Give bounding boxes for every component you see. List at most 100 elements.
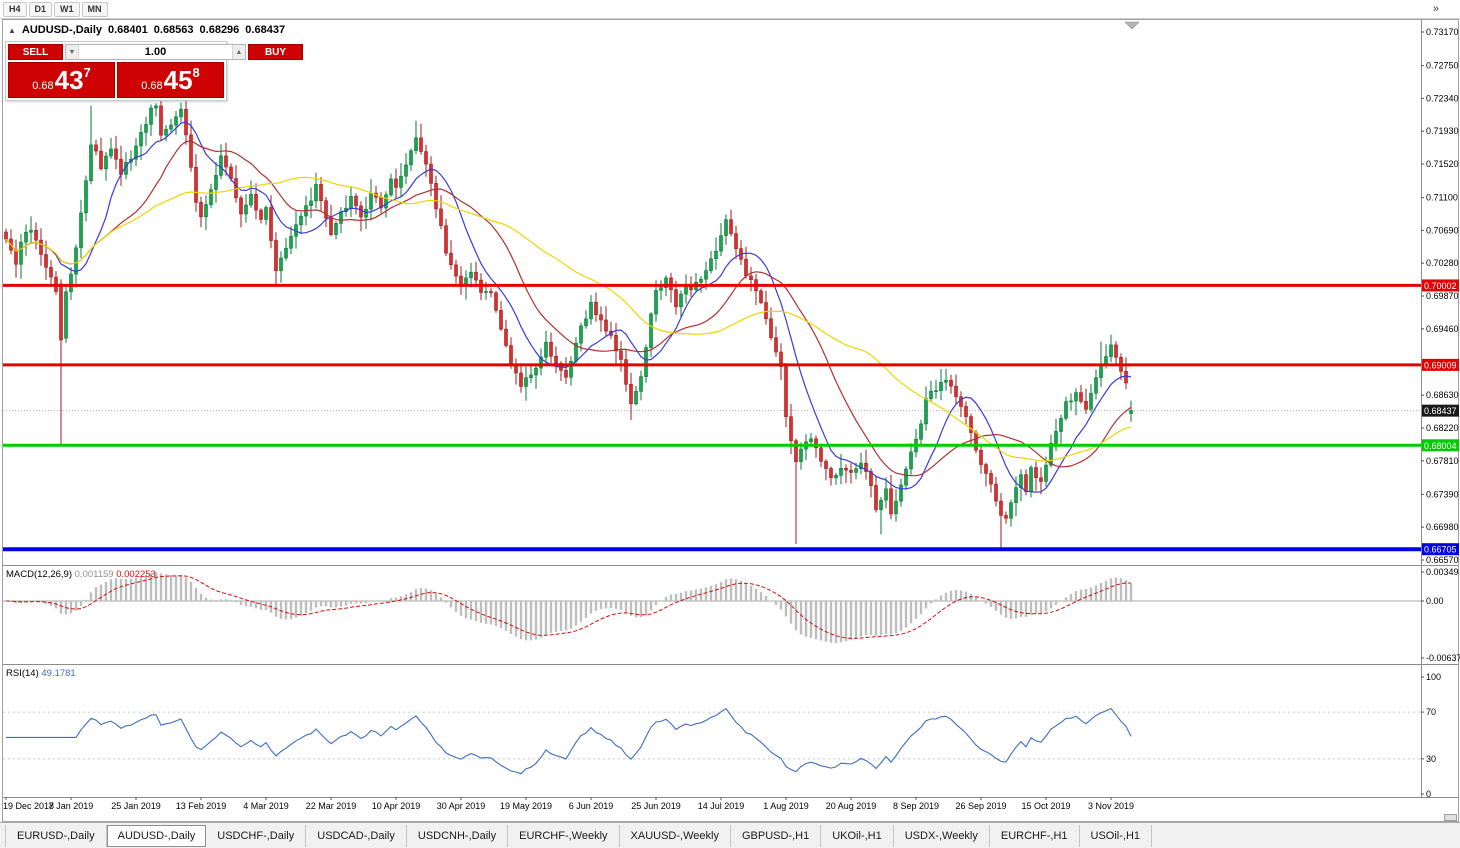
buy-price-sup: 8 bbox=[192, 65, 200, 80]
svg-text:0.70280: 0.70280 bbox=[1426, 258, 1459, 268]
volume-increase-icon[interactable]: ▲ bbox=[232, 45, 245, 59]
sell-price-prefix: 0.68 bbox=[32, 80, 54, 92]
svg-text:0.70690: 0.70690 bbox=[1426, 225, 1459, 235]
volume-stepper: ▼ ▲ bbox=[65, 44, 246, 60]
svg-text:0.72340: 0.72340 bbox=[1426, 93, 1459, 103]
tab-xauusd-weekly[interactable]: XAUUSD-,Weekly bbox=[619, 824, 731, 847]
one-click-trading-panel: SELL ▼ ▲ BUY 0.68 43 7 0.68 45 8 bbox=[5, 41, 303, 101]
svg-text:0.72750: 0.72750 bbox=[1426, 61, 1459, 71]
candlestick-panel bbox=[3, 21, 1421, 552]
svg-text:0.67390: 0.67390 bbox=[1426, 489, 1459, 499]
price-chart-canvas[interactable]: MACD(12,26,9) 0.001159 0.002253 RSI(14) 4… bbox=[0, 19, 1460, 822]
rsi-label: RSI(14) 49.1781 bbox=[6, 668, 76, 679]
svg-text:0.68220: 0.68220 bbox=[1426, 423, 1459, 433]
svg-text:0.68630: 0.68630 bbox=[1426, 390, 1459, 400]
volume-input[interactable] bbox=[79, 45, 232, 59]
sell-price-display[interactable]: 0.68 43 7 bbox=[8, 62, 115, 98]
chart-title: ▲ AUDUSD-,Daily 0.68401 0.68563 0.68296 … bbox=[8, 24, 285, 36]
svg-text:0.71930: 0.71930 bbox=[1426, 126, 1459, 136]
macd-panel: MACD(12,26,9) 0.001159 0.002253 bbox=[3, 569, 1421, 644]
trade-controls-row: SELL ▼ ▲ BUY bbox=[8, 44, 303, 60]
svg-text:0.66570: 0.66570 bbox=[1426, 555, 1459, 565]
ohlc-high: 0.68563 bbox=[153, 24, 194, 36]
moving-average-45 bbox=[5, 176, 1132, 462]
svg-text:3 Nov 2019: 3 Nov 2019 bbox=[1088, 801, 1134, 811]
tab-usdchf-daily[interactable]: USDCHF-,Daily bbox=[206, 824, 307, 847]
buy-button[interactable]: BUY bbox=[248, 44, 303, 60]
tab-audusd-daily[interactable]: AUDUSD-,Daily bbox=[106, 824, 207, 847]
svg-text:0: 0 bbox=[1426, 789, 1431, 799]
timeframe-button-d1[interactable]: D1 bbox=[28, 1, 53, 17]
sell-price-big: 43 bbox=[54, 64, 84, 95]
rsi-panel: RSI(14) 49.1781 bbox=[3, 668, 1421, 775]
chart-symbol-period: AUDUSD-,Daily bbox=[21, 24, 102, 36]
sell-button[interactable]: SELL bbox=[8, 44, 63, 60]
svg-text:-0.00637: -0.00637 bbox=[1426, 653, 1460, 663]
tab-usdcad-daily[interactable]: USDCAD-,Daily bbox=[306, 824, 407, 847]
svg-text:0.67810: 0.67810 bbox=[1426, 456, 1459, 466]
buy-price-display[interactable]: 0.68 45 8 bbox=[117, 62, 224, 98]
svg-text:0.69009: 0.69009 bbox=[1424, 360, 1457, 370]
moving-average-10 bbox=[5, 121, 1132, 493]
ohlc-open: 0.68401 bbox=[108, 24, 148, 36]
toolbar-overflow-icon[interactable]: » bbox=[1432, 3, 1439, 15]
svg-text:0.66980: 0.66980 bbox=[1426, 522, 1459, 532]
svg-text:100: 100 bbox=[1426, 672, 1441, 682]
timeframe-button-w1[interactable]: W1 bbox=[54, 1, 80, 17]
resize-grip[interactable] bbox=[1444, 814, 1457, 821]
svg-text:26 Sep 2019: 26 Sep 2019 bbox=[955, 801, 1006, 811]
svg-text:70: 70 bbox=[1426, 707, 1436, 717]
svg-text:0.66705: 0.66705 bbox=[1424, 545, 1457, 555]
svg-text:14 Jul 2019: 14 Jul 2019 bbox=[698, 801, 745, 811]
timeframe-button-group: H4 D1 W1 MN bbox=[3, 1, 108, 17]
svg-text:0.69870: 0.69870 bbox=[1426, 291, 1459, 301]
svg-text:30: 30 bbox=[1426, 754, 1436, 764]
chart-shift-marker-icon[interactable] bbox=[1124, 21, 1140, 30]
tab-usoil-h1[interactable]: USOil-,H1 bbox=[1079, 824, 1153, 847]
volume-decrease-icon[interactable]: ▼ bbox=[66, 45, 79, 59]
ohlc-low: 0.68296 bbox=[199, 24, 240, 36]
tab-eurusd-daily[interactable]: EURUSD-,Daily bbox=[5, 824, 107, 847]
sell-price-sup: 7 bbox=[83, 65, 91, 80]
svg-text:25 Jan 2019: 25 Jan 2019 bbox=[111, 801, 161, 811]
svg-text:6 Jun 2019: 6 Jun 2019 bbox=[569, 801, 614, 811]
buy-price-big: 45 bbox=[163, 64, 193, 95]
svg-text:0.71100: 0.71100 bbox=[1426, 193, 1458, 203]
tab-usdx-weekly[interactable]: USDX-,Weekly bbox=[893, 824, 990, 847]
price-axis: 0.73170 0.72750 0.72340 0.71930 0.71520 0.711… bbox=[1421, 27, 1460, 799]
svg-text:0.69460: 0.69460 bbox=[1426, 324, 1459, 334]
tab-gbpusd-h1[interactable]: GBPUSD-,H1 bbox=[730, 824, 822, 847]
svg-text:8 Sep 2019: 8 Sep 2019 bbox=[893, 801, 939, 811]
svg-text:10 Apr 2019: 10 Apr 2019 bbox=[372, 801, 421, 811]
timeframe-button-mn[interactable]: MN bbox=[81, 1, 108, 17]
svg-text:19 May 2019: 19 May 2019 bbox=[500, 801, 552, 811]
svg-text:20 Aug 2019: 20 Aug 2019 bbox=[826, 801, 877, 811]
tab-eurchf-weekly[interactable]: EURCHF-,Weekly bbox=[508, 824, 620, 847]
ohlc-close: 0.68437 bbox=[245, 24, 286, 36]
svg-text:0.68437: 0.68437 bbox=[1424, 406, 1457, 416]
svg-text:19 Dec 2018: 19 Dec 2018 bbox=[3, 801, 54, 811]
tab-ukoil-h1[interactable]: UKOil-,H1 bbox=[821, 824, 894, 847]
svg-text:1 Aug 2019: 1 Aug 2019 bbox=[763, 801, 809, 811]
moving-average-21 bbox=[5, 140, 1132, 477]
chart-window: MACD(12,26,9) 0.001159 0.002253 RSI(14) 4… bbox=[0, 19, 1460, 822]
svg-text:13 Feb 2019: 13 Feb 2019 bbox=[176, 801, 227, 811]
tab-eurchf-h1[interactable]: EURCHF-,H1 bbox=[989, 824, 1080, 847]
svg-text:7 Jan 2019: 7 Jan 2019 bbox=[49, 801, 94, 811]
svg-text:0.71520: 0.71520 bbox=[1426, 159, 1459, 169]
macd-label: MACD(12,26,9) 0.001159 0.002253 bbox=[6, 569, 156, 580]
svg-text:0.00: 0.00 bbox=[1426, 596, 1444, 606]
timeframe-toolbar: H4 D1 W1 MN » bbox=[0, 0, 1460, 19]
trade-price-row: 0.68 43 7 0.68 45 8 bbox=[8, 62, 224, 98]
svg-text:25 Jun 2019: 25 Jun 2019 bbox=[631, 801, 681, 811]
svg-text:0.68004: 0.68004 bbox=[1424, 441, 1457, 451]
svg-text:0.00349: 0.00349 bbox=[1426, 567, 1459, 577]
timeframe-button-h4[interactable]: H4 bbox=[3, 1, 27, 17]
chart-tab-bar: EURUSD-,Daily AUDUSD-,Daily USDCHF-,Daily U… bbox=[0, 822, 1460, 848]
svg-text:4 Mar 2019: 4 Mar 2019 bbox=[243, 801, 289, 811]
chart-frame-lines bbox=[2, 19, 1459, 822]
tab-usdcnh-daily[interactable]: USDCNH-,Daily bbox=[406, 824, 509, 847]
one-click-collapse-icon[interactable]: ▲ bbox=[8, 25, 16, 35]
svg-text:0.70002: 0.70002 bbox=[1424, 281, 1457, 291]
